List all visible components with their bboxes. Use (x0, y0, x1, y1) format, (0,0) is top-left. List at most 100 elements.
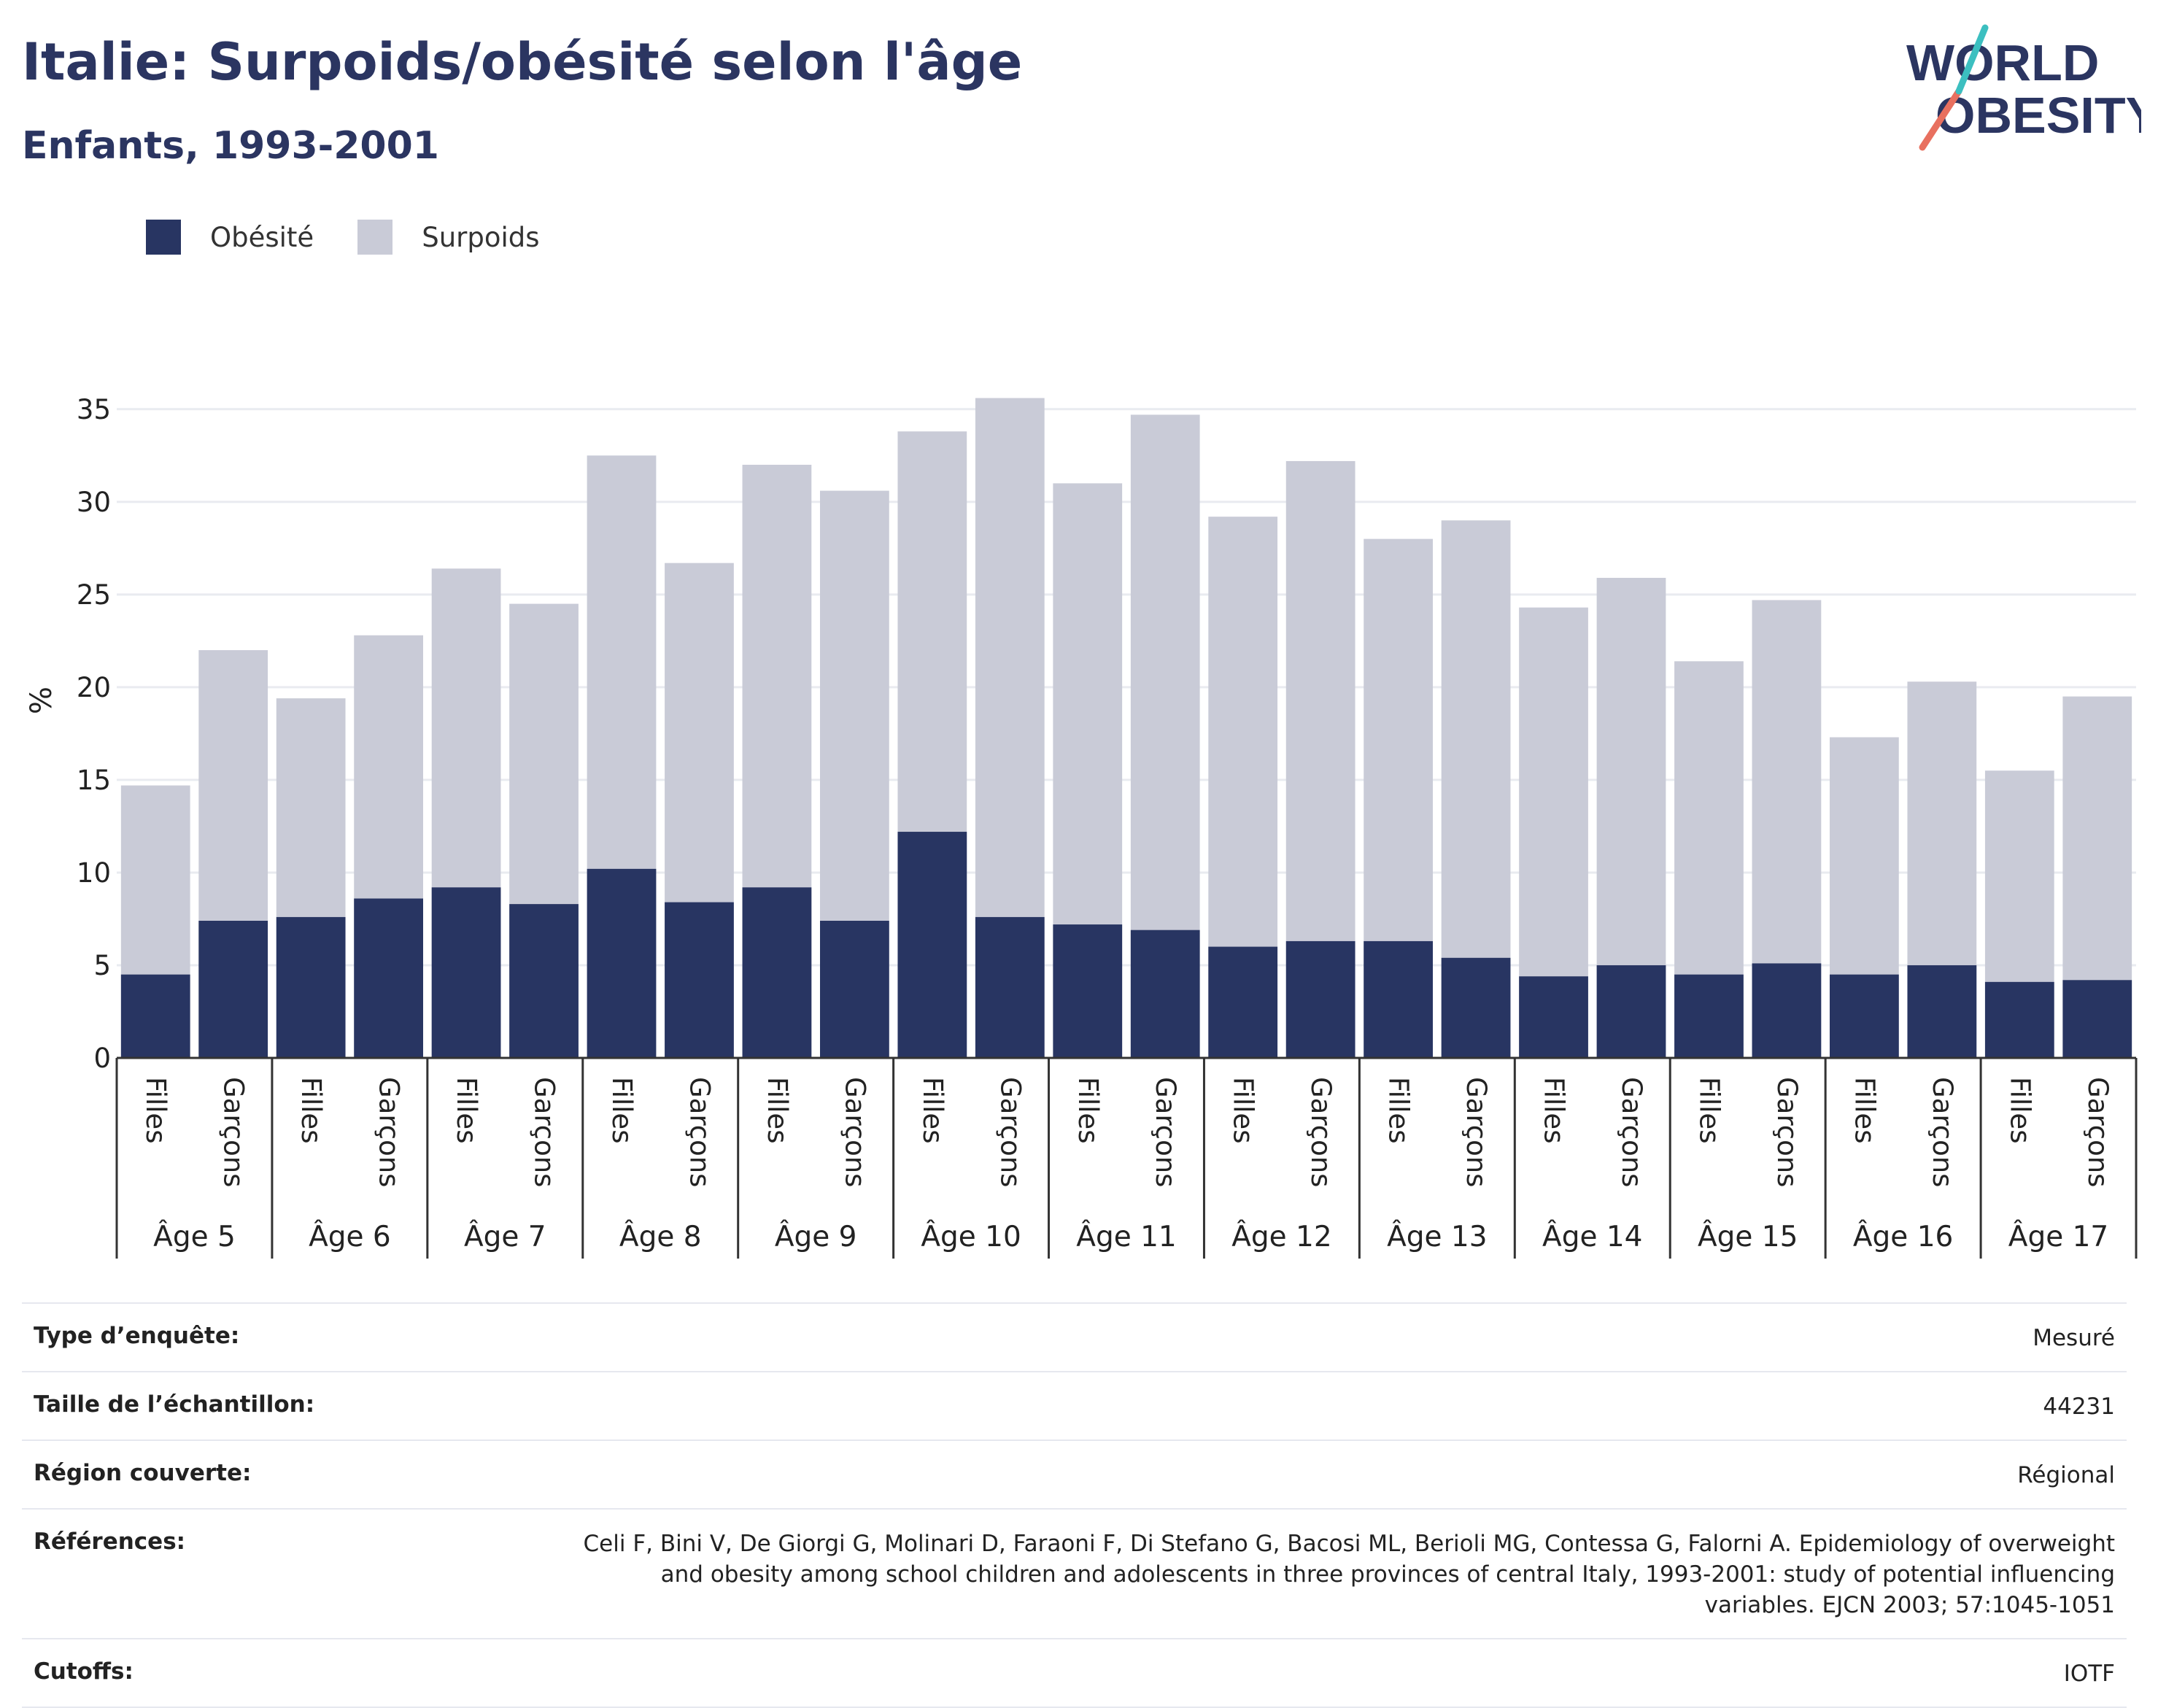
x-tick-label: Garçons (529, 1077, 560, 1187)
x-tick-label: Filles (451, 1077, 482, 1143)
bar-obesite (820, 921, 889, 1058)
meta-label: Cutoffs: (34, 1658, 134, 1685)
x-tick-label: Filles (1072, 1077, 1104, 1143)
y-tick-label: 35 (77, 394, 111, 425)
x-group-label: Âge 12 (1231, 1219, 1331, 1253)
logo-slash-red (1919, 88, 1962, 151)
bar-obesite (587, 868, 657, 1058)
legend-label-surpoids: Surpoids (422, 221, 540, 253)
x-group-label: Âge 11 (1076, 1219, 1176, 1253)
bar-obesite (742, 887, 812, 1058)
legend-label-obesite: Obésité (210, 221, 314, 253)
x-tick-label: Garçons (994, 1077, 1026, 1187)
bar-obesite (1441, 957, 1511, 1058)
meta-label: Références: (34, 1529, 186, 1555)
bar-obesite (1285, 940, 1355, 1058)
x-tick-label: Garçons (684, 1077, 715, 1187)
y-tick-label: 15 (77, 765, 111, 796)
survey-details: Type d’enquête: Mesuré Taille de l’échan… (22, 1302, 2127, 1708)
x-tick-label: Filles (606, 1077, 638, 1143)
x-tick-label: Filles (762, 1077, 793, 1143)
logo-line2: OBESITY (1935, 87, 2141, 144)
bar-obesite (1752, 963, 1822, 1058)
x-tick-label: Filles (1693, 1077, 1725, 1143)
x-group-label: Âge 14 (1542, 1219, 1642, 1253)
bar-obesite (1984, 981, 2054, 1058)
y-tick-label: 30 (77, 487, 111, 518)
legend-swatch-surpoids (357, 220, 393, 255)
bar-obesite (1130, 930, 1200, 1058)
bar-obesite (120, 974, 190, 1058)
logo-slash-teal (1955, 24, 1989, 95)
bar-obesite (1519, 976, 1588, 1058)
bar-obesite (975, 916, 1045, 1058)
x-tick-label: Garçons (218, 1077, 250, 1187)
meta-row-cutoffs: Cutoffs: IOTF (22, 1638, 2127, 1708)
bar-obesite (1364, 940, 1433, 1058)
x-tick-label: Garçons (2082, 1077, 2113, 1187)
y-tick-label: 25 (77, 579, 111, 611)
bar-obesite (276, 916, 346, 1058)
x-group-label: Âge 7 (464, 1219, 546, 1253)
world-obesity-logo: WORLD OBESITY (1906, 24, 2141, 151)
x-group-label: Âge 10 (921, 1219, 1021, 1253)
bar-obesite (665, 902, 734, 1058)
x-tick-label: Garçons (1927, 1077, 1958, 1187)
bar-obesite (2062, 980, 2132, 1058)
x-tick-label: Filles (917, 1077, 948, 1143)
x-group-label: Âge 16 (1853, 1219, 1953, 1253)
x-group-label: Âge 17 (2008, 1219, 2108, 1253)
legend-item-obesite: Obésité (146, 220, 314, 255)
legend-item-surpoids: Surpoids (357, 220, 540, 255)
bar-obesite (1596, 965, 1666, 1058)
meta-label: Région couverte: (34, 1460, 252, 1486)
x-tick-label: Filles (1849, 1077, 1880, 1143)
meta-row-region: Région couverte: Régional (22, 1440, 2127, 1508)
x-tick-label: Filles (1539, 1077, 1570, 1143)
x-tick-label: Filles (1228, 1077, 1259, 1143)
page-title: Italie: Surpoids/obésité selon l'âge (22, 32, 1023, 92)
meta-value: 44231 (2043, 1394, 2115, 1420)
meta-label: Taille de l’échantillon: (34, 1391, 315, 1418)
meta-row-references: Références: Celi F, Bini V, De Giorgi G,… (22, 1508, 2127, 1638)
x-tick-label: Garçons (1150, 1077, 1181, 1187)
x-group-label: Âge 8 (619, 1219, 702, 1253)
x-group-label: Âge 5 (153, 1219, 236, 1253)
x-tick-label: Garçons (1771, 1077, 1803, 1187)
x-tick-label: Garçons (374, 1077, 405, 1187)
meta-row-sample-size: Taille de l’échantillon: 44231 (22, 1371, 2127, 1440)
logo-line1: WORLD (1906, 34, 2099, 91)
bar-obesite (1674, 974, 1744, 1058)
meta-row-type: Type d’enquête: Mesuré (22, 1302, 2127, 1371)
x-tick-label: Filles (295, 1077, 327, 1143)
y-tick-label: 20 (77, 672, 111, 703)
y-tick-label: 5 (93, 950, 111, 981)
bar-obesite (431, 887, 501, 1058)
y-tick-label: 0 (93, 1043, 111, 1074)
bar-obesite (1208, 946, 1278, 1058)
meta-value: Régional (2017, 1462, 2115, 1488)
bar-obesite (509, 904, 579, 1058)
x-group-label: Âge 9 (775, 1219, 857, 1253)
x-group-label: Âge 15 (1698, 1219, 1798, 1253)
bar-obesite (1830, 974, 1899, 1058)
meta-value: Mesuré (2033, 1325, 2115, 1351)
bar-obesite (1053, 924, 1123, 1058)
x-group-label: Âge 6 (309, 1219, 391, 1253)
meta-label: Type d’enquête: (34, 1323, 240, 1349)
x-tick-label: Garçons (1616, 1077, 1647, 1187)
meta-value: IOTF (2063, 1661, 2115, 1687)
x-tick-label: Garçons (1305, 1077, 1337, 1187)
x-tick-label: Filles (1383, 1077, 1415, 1143)
bar-obesite (897, 832, 967, 1058)
x-tick-label: Garçons (839, 1077, 870, 1187)
meta-value: Celi F, Bini V, De Giorgi G, Molinari D,… (583, 1531, 2115, 1618)
x-tick-label: Filles (140, 1077, 171, 1143)
bar-obesite (354, 898, 423, 1058)
x-group-label: Âge 13 (1387, 1219, 1487, 1253)
legend-swatch-obesite (146, 220, 181, 255)
bar-chart: 0 5 10 15 20 25 30 35% Âge 5 Filles Garçons Âge 6 Fi… (25, 394, 2138, 1259)
x-tick-label: Garçons (1461, 1077, 1492, 1187)
bar-obesite (1907, 965, 1977, 1058)
y-axis-label: % (25, 687, 58, 714)
